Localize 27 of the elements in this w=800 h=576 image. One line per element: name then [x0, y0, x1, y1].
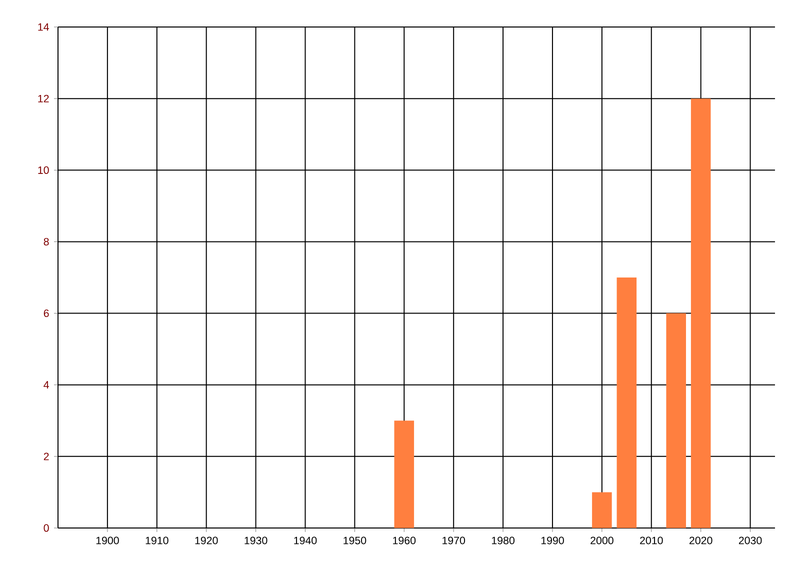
- y-tick-label: 2: [44, 452, 49, 460]
- y-tick-label: 4: [44, 381, 49, 389]
- x-tick-label: 1920: [195, 536, 218, 544]
- x-tick-label: 2010: [640, 536, 663, 544]
- x-tick-label: 1930: [244, 536, 268, 544]
- x-tick-label: 1970: [442, 536, 466, 544]
- x-tick-label: 2000: [590, 536, 614, 544]
- bar: [666, 313, 686, 528]
- x-tick-label: 1990: [541, 536, 564, 544]
- x-tick-label: 2020: [690, 536, 712, 544]
- y-tick-label: 12: [38, 94, 49, 102]
- y-tick-label: 10: [38, 166, 49, 174]
- bar: [616, 278, 637, 528]
- bar: [690, 98, 711, 528]
- x-tick-label: 2030: [738, 536, 762, 544]
- x-tick-label: 1950: [344, 536, 366, 544]
- x-tick-label: 1940: [294, 536, 317, 544]
- y-tick-label: 6: [44, 310, 49, 318]
- bar: [592, 492, 612, 528]
- x-tick-label: 1980: [492, 536, 514, 544]
- x-tick-label: 1900: [96, 536, 119, 544]
- x-tick-label: 1960: [393, 536, 416, 544]
- bar: [394, 420, 414, 528]
- x-tick-label: 1910: [146, 536, 168, 544]
- y-tick-label: 8: [44, 238, 49, 246]
- y-tick-label: 14: [38, 23, 49, 31]
- y-tick-label: 0: [44, 524, 49, 532]
